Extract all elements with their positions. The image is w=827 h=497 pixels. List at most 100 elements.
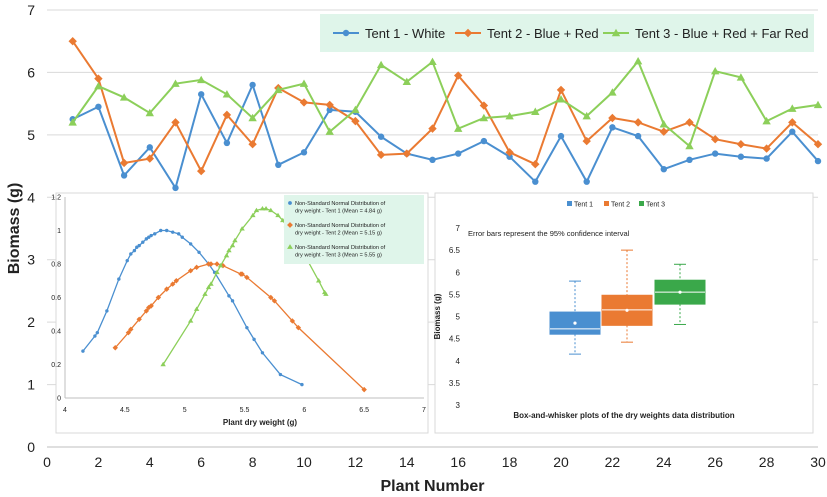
- dist-series-1-point: [197, 250, 201, 254]
- main-series-2-point: [505, 148, 514, 157]
- dist-series-1-point: [245, 325, 249, 330]
- main-series-2-point: [119, 158, 129, 168]
- dist-legend-line-1: Non-Standard Normal Distribution of: [295, 223, 387, 229]
- main-series-1-point: [455, 150, 462, 157]
- main-series-2-point: [171, 118, 180, 127]
- dist-series-2-point: [170, 281, 176, 287]
- dist-series-1-point: [144, 237, 149, 241]
- dist-series-1-point: [188, 242, 193, 246]
- main-series-1-point: [737, 153, 745, 160]
- box-mean-marker: [573, 321, 577, 325]
- box-mean-marker: [625, 308, 629, 312]
- main-series-1-point: [763, 155, 770, 162]
- dist-series-3-point: [205, 284, 212, 290]
- main-legend-item-1: Tent 1 - White: [333, 26, 445, 41]
- dist-legend-line-2: dry weight - Tent 1 (Mean = 4.84 g): [295, 209, 382, 215]
- main-series-2-point: [299, 98, 309, 107]
- main-x-tick-label: 12: [348, 454, 364, 470]
- dist-series-2-point: [128, 326, 134, 333]
- dist-series-3-point: [214, 269, 220, 275]
- dist-series-1-point: [278, 372, 283, 377]
- main-x-axis-title: Plant Number: [380, 478, 484, 495]
- dist-series-2-point: [208, 261, 214, 267]
- legend-swatch-marker: [611, 28, 621, 37]
- main-series-1-point: [249, 81, 256, 89]
- main-series-1-point: [198, 91, 205, 98]
- dist-series-2-point: [214, 261, 220, 267]
- main-series-1-point: [506, 153, 513, 160]
- dist-series-3-point: [187, 318, 194, 323]
- dist-series-1-point: [137, 243, 141, 248]
- dist-y-tick-label: 1.2: [51, 195, 61, 202]
- main-legend-label: Tent 1 - White: [365, 26, 445, 41]
- legend-swatch-marker: [463, 28, 473, 38]
- dist-series-1-point: [171, 230, 175, 234]
- main-series-2-point: [531, 159, 540, 169]
- main-series-1-point: [814, 157, 822, 165]
- dist-series-1-point: [132, 248, 137, 253]
- main-series-3-line: [71, 59, 819, 148]
- main-series-2-point: [788, 118, 797, 127]
- main-series-2-point: [402, 149, 411, 158]
- main-y-tick-label: 3: [27, 252, 35, 268]
- main-series-1-point: [686, 156, 693, 164]
- main-y-tick-label: 1: [27, 377, 35, 393]
- box-1: [549, 280, 601, 355]
- main-series-2-point: [428, 124, 437, 133]
- box-y-tick-label: 6: [456, 268, 461, 277]
- main-series-3-point: [299, 79, 309, 87]
- main-series-3-point: [222, 90, 232, 98]
- main-y-tick-label: 2: [27, 314, 35, 330]
- main-series-2-point: [197, 166, 206, 176]
- main-series-1-point: [634, 132, 642, 140]
- dist-series-3-point: [208, 281, 214, 286]
- main-legend-item-2: Tent 2 - Blue + Red: [455, 26, 599, 41]
- box-legend-swatch: [604, 201, 609, 206]
- dist-series-2-point: [244, 274, 250, 281]
- main-series-3-point: [762, 116, 771, 125]
- dist-series-2-point: [136, 316, 142, 322]
- box-legend-label: Tent 1: [574, 202, 593, 209]
- main-series-1-point: [557, 132, 565, 140]
- box-2: [601, 249, 653, 343]
- dist-legend-label: Non-Standard Normal Distribution of dry …: [295, 223, 387, 237]
- main-series-2-point: [68, 37, 77, 46]
- box-y-tick-label: 3: [456, 401, 461, 410]
- main-series-3-point: [68, 118, 77, 126]
- dist-series-3-point: [275, 212, 281, 218]
- main-series-2-point: [813, 140, 823, 149]
- main-series-2-point: [222, 110, 232, 120]
- dist-series-1-point: [260, 351, 265, 355]
- main-series-2-point: [711, 135, 720, 144]
- main-x-tick-label: 16: [450, 454, 466, 470]
- box-title: Box-and-whisker plots of the dry weights…: [513, 411, 734, 420]
- dist-series-3-point: [160, 361, 166, 367]
- box-y-tick-label: 4.5: [449, 335, 461, 344]
- main-legend-box: [320, 14, 814, 52]
- dist-series-1-point: [147, 235, 151, 239]
- dist-series-1-point: [300, 382, 304, 387]
- dist-legend: Non-Standard Normal Distribution of dry …: [284, 195, 424, 264]
- box-legend-swatch: [567, 201, 572, 206]
- main-series-2-point: [351, 116, 360, 126]
- main-series-3-point: [402, 77, 411, 85]
- main-series-3-point: [479, 113, 489, 122]
- dist-legend-box: [284, 195, 424, 264]
- main-series-2: [68, 37, 823, 176]
- main-series-2-point: [94, 74, 103, 83]
- main-x-tick-label: 6: [197, 454, 205, 470]
- dist-legend-line-2: dry weight - Tent 3 (Mean = 5.55 g): [295, 253, 382, 259]
- main-series-2-point: [454, 71, 463, 80]
- dist-series-3-point: [268, 207, 274, 213]
- main-series-1-line: [72, 82, 819, 191]
- dist-series-2-point: [143, 308, 150, 314]
- main-series-2-point: [608, 113, 617, 123]
- main-series-1-point: [660, 165, 667, 173]
- dist-y-tick-label: 0.4: [51, 329, 61, 336]
- main-series-2-point: [479, 101, 489, 110]
- dist-series-1-point: [176, 232, 181, 236]
- box-legend-label: Tent 2: [611, 202, 630, 209]
- main-x-tick-label: 0: [43, 454, 51, 470]
- main-series-3-point: [531, 107, 540, 115]
